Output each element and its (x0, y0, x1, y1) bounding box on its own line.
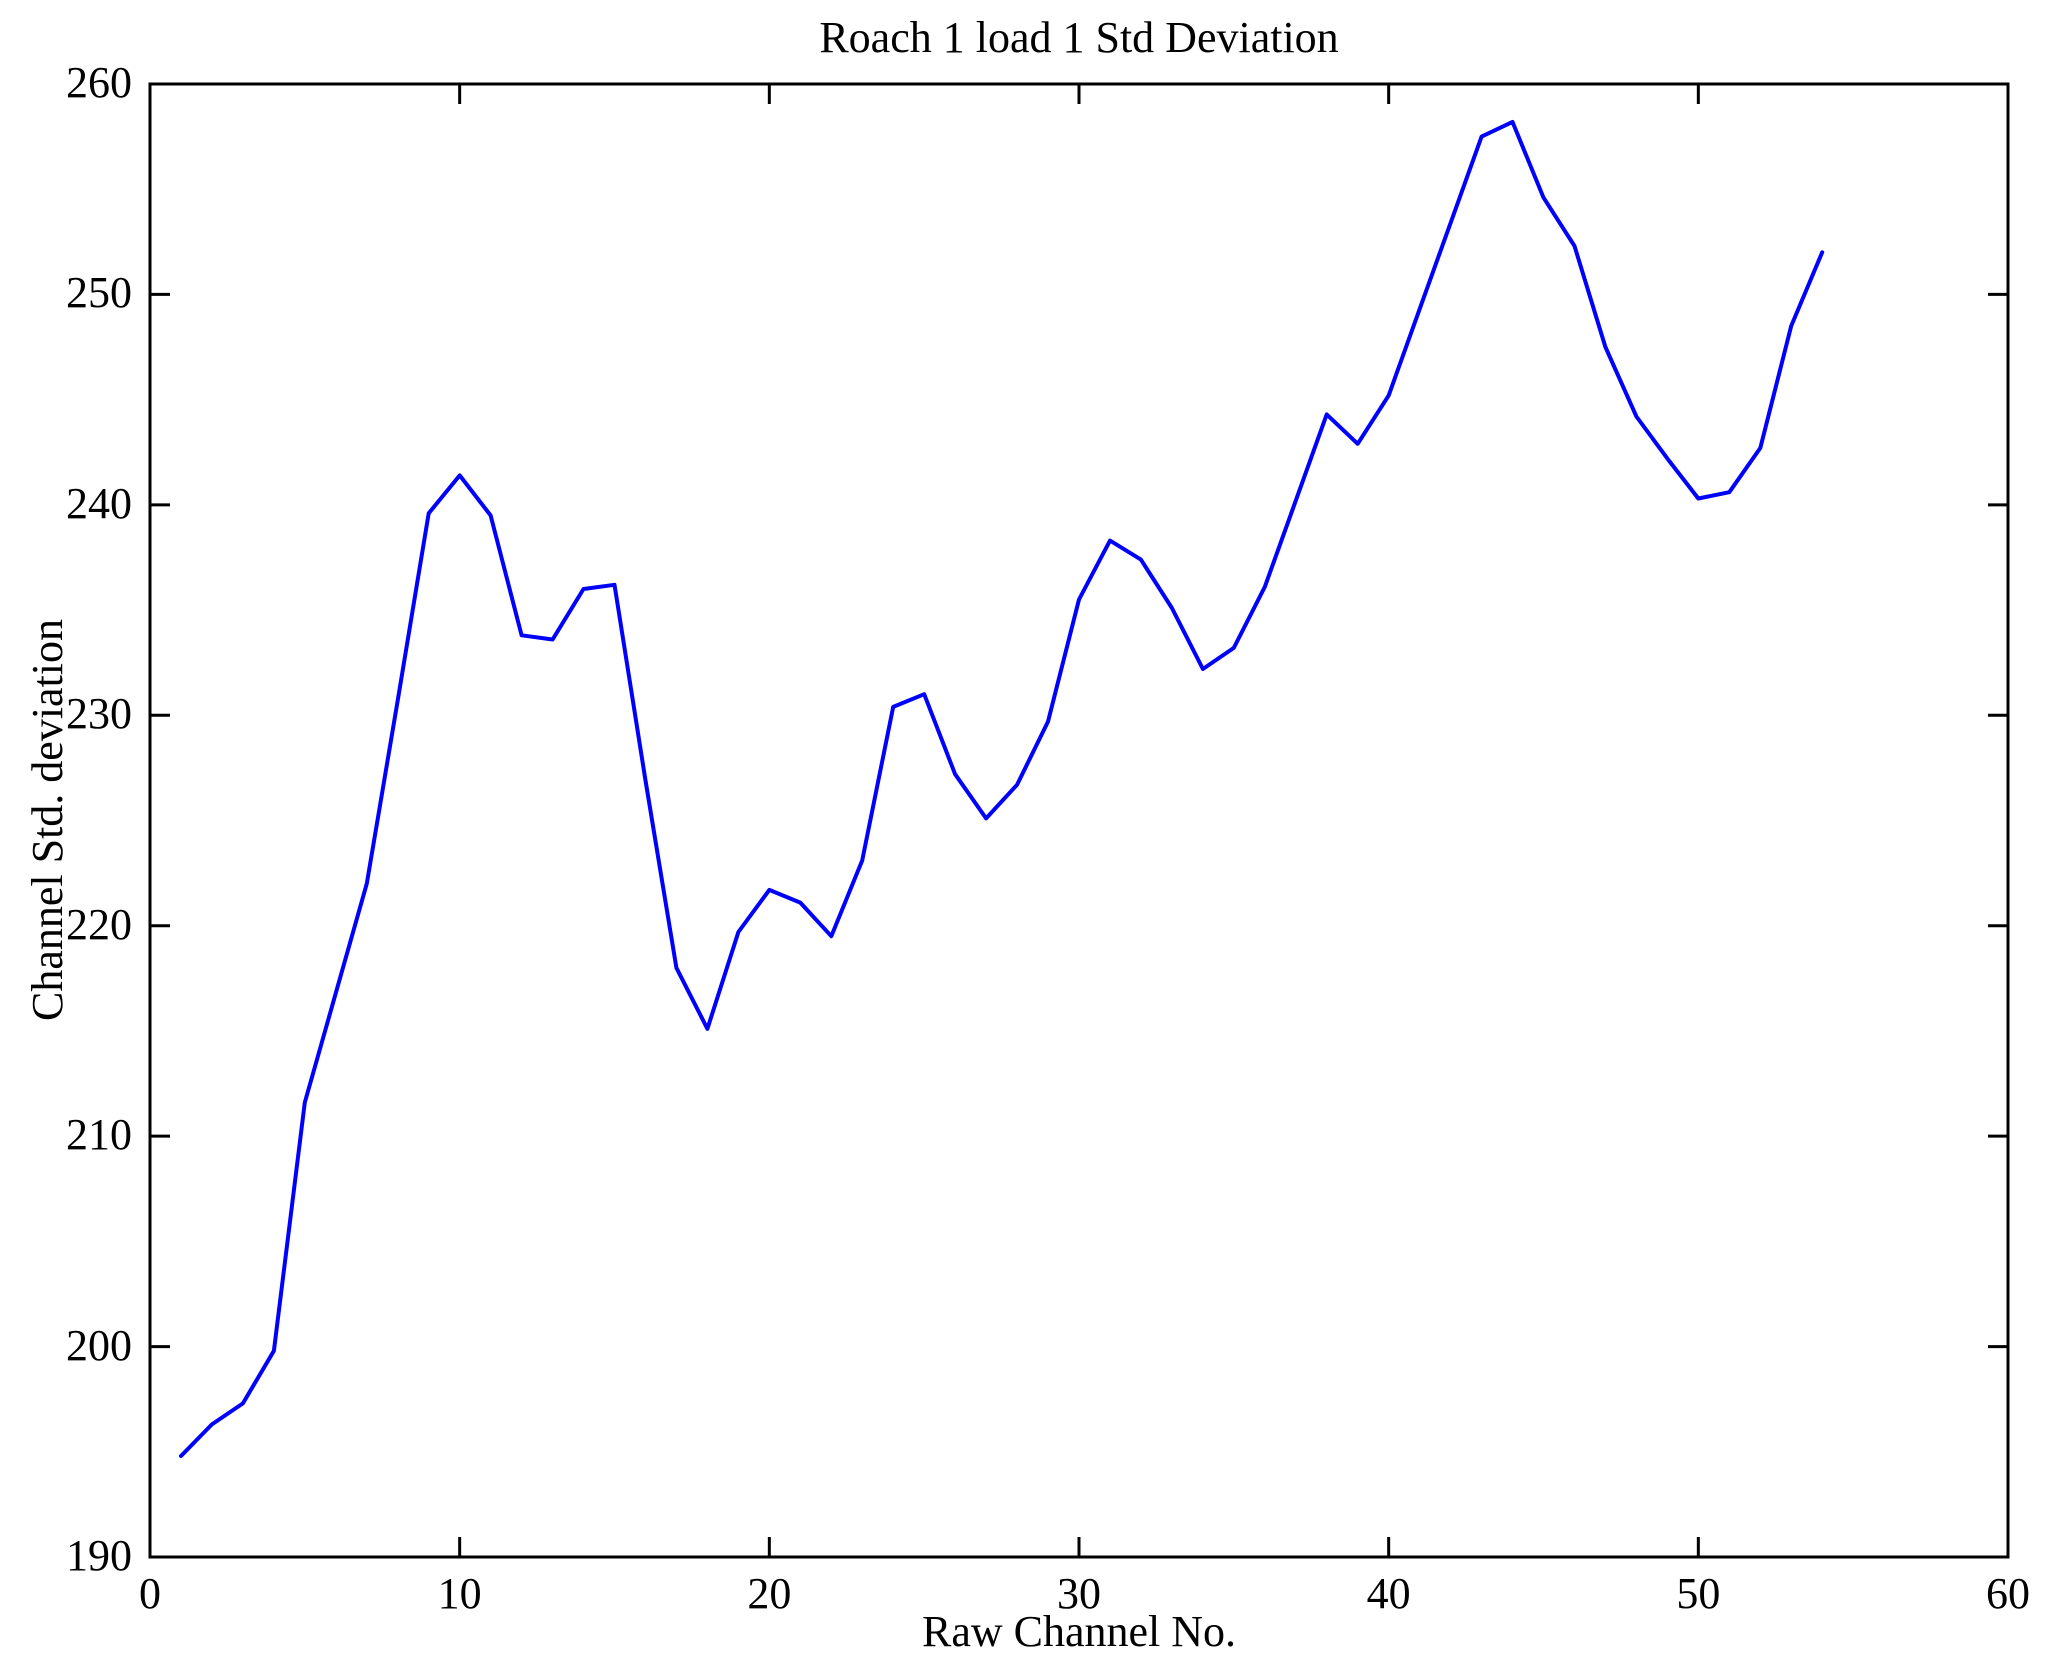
x-tick-label: 10 (437, 1569, 482, 1618)
series-line (179, 119, 1825, 1458)
y-tick-label: 230 (66, 689, 132, 739)
x-tick-label: 60 (1986, 1569, 2030, 1618)
x-tick-label: 0 (139, 1569, 161, 1618)
chart-title: Roach 1 load 1 Std Deviation (819, 13, 1339, 62)
y-tick-label: 190 (66, 1531, 132, 1580)
y-tick-label: 210 (66, 1110, 132, 1160)
y-tick-label: 220 (66, 899, 132, 949)
x-tick-label: 20 (747, 1569, 792, 1618)
y-tick-label: 240 (66, 478, 132, 528)
x-tick-label: 50 (1676, 1569, 1721, 1618)
y-tick-label: 260 (66, 58, 132, 107)
y-tick-label: 200 (66, 1320, 132, 1370)
plot-border (148, 82, 2010, 1559)
x-tick-label: 30 (1057, 1569, 1101, 1618)
y-tick-label: 250 (66, 268, 132, 318)
x-axis-label: Raw Channel No. (921, 1607, 1237, 1656)
x-tick-label: 40 (1366, 1569, 1411, 1618)
